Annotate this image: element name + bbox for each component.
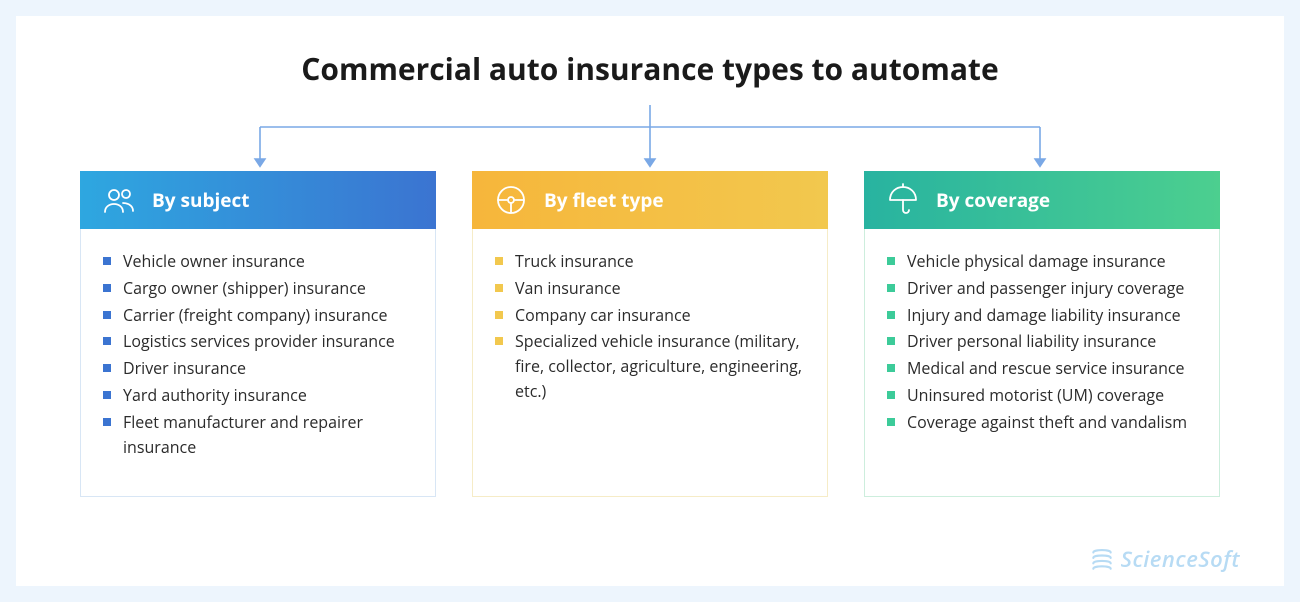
list-item: Carrier (freight company) insurance	[103, 303, 413, 328]
list-item: Vehicle physical damage insurance	[887, 249, 1197, 274]
list-item: Specialized vehicle insurance (military,…	[495, 329, 805, 403]
list-item: Cargo owner (shipper) insurance	[103, 276, 413, 301]
list-item: Injury and damage liability insurance	[887, 303, 1197, 328]
umbrella-icon	[886, 183, 920, 217]
column-body: Vehicle owner insuranceCargo owner (ship…	[80, 229, 436, 497]
list-item: Truck insurance	[495, 249, 805, 274]
steering-wheel-icon	[494, 183, 528, 217]
item-list: Vehicle physical damage insuranceDriver …	[887, 249, 1197, 435]
list-item: Company car insurance	[495, 303, 805, 328]
column-by-fleet-type: By fleet type Truck insuranceVan insuranc…	[472, 171, 828, 497]
list-item: Logistics services provider insurance	[103, 329, 413, 354]
list-item: Driver insurance	[103, 356, 413, 381]
columns-row: By subject Vehicle owner insuranceCargo o…	[80, 171, 1220, 497]
connector-diagram	[80, 101, 1220, 171]
list-item: Driver and passenger injury coverage	[887, 276, 1197, 301]
column-header: By fleet type	[472, 171, 828, 229]
column-title: By subject	[152, 187, 250, 213]
column-by-coverage: By coverage Vehicle physical damage insur…	[864, 171, 1220, 497]
column-body: Truck insuranceVan insuranceCompany car …	[472, 229, 828, 497]
list-item: Driver personal liability insurance	[887, 329, 1197, 354]
list-item: Coverage against theft and vandalism	[887, 410, 1197, 435]
list-item: Medical and rescue service insurance	[887, 356, 1197, 381]
column-by-subject: By subject Vehicle owner insuranceCargo o…	[80, 171, 436, 497]
column-header: By subject	[80, 171, 436, 229]
list-item: Vehicle owner insurance	[103, 249, 413, 274]
item-list: Truck insuranceVan insuranceCompany car …	[495, 249, 805, 404]
people-icon	[102, 183, 136, 217]
list-item: Van insurance	[495, 276, 805, 301]
column-header: By coverage	[864, 171, 1220, 229]
footer-logo-text: ScienceSoft	[1121, 544, 1240, 574]
list-item: Fleet manufacturer and repairer insuranc…	[103, 410, 413, 460]
list-item: Yard authority insurance	[103, 383, 413, 408]
column-title: By fleet type	[544, 187, 664, 213]
footer-logo: ScienceSoft	[1089, 544, 1240, 574]
list-item: Uninsured motorist (UM) coverage	[887, 383, 1197, 408]
column-title: By coverage	[936, 187, 1050, 213]
logo-icon	[1089, 546, 1115, 572]
item-list: Vehicle owner insuranceCargo owner (ship…	[103, 249, 413, 459]
page-title: Commercial auto insurance types to autom…	[64, 48, 1236, 89]
column-body: Vehicle physical damage insuranceDriver …	[864, 229, 1220, 497]
infographic-card: Commercial auto insurance types to autom…	[16, 16, 1284, 586]
